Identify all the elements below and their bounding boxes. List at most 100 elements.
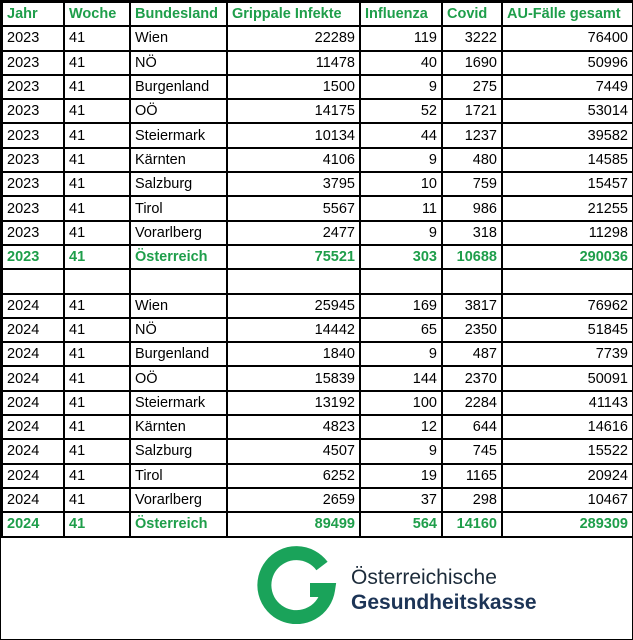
- table-cell: 303: [359, 243, 443, 271]
- table-cell: NÖ: [129, 316, 228, 344]
- table-cell: 15839: [226, 365, 361, 392]
- table-row: 2023 41 Wien 22289 119 3222 76400: [1, 25, 633, 52]
- table-cell: 12: [359, 414, 443, 441]
- table-cell: NÖ: [129, 49, 228, 76]
- table-cell: 9: [359, 146, 443, 174]
- table-cell: 14585: [501, 146, 633, 174]
- table-row: 2023 41 Steiermark 10134 44 1237 39582: [1, 122, 633, 149]
- table-cell: 41: [63, 389, 131, 417]
- table-row: 2024 41 Wien 25945 169 3817 76962: [1, 292, 633, 319]
- table-cell: 75521: [226, 243, 361, 271]
- table-cell: 19: [359, 462, 443, 489]
- table-cell: 41: [63, 25, 131, 52]
- table-cell: 169: [359, 292, 443, 319]
- table-cell: 10467: [501, 486, 633, 514]
- table-row: 2023 41 OÖ 14175 52 1721 53014: [1, 98, 633, 125]
- table-row: 2023 41 Salzburg 3795 10 759 15457: [1, 171, 633, 198]
- table-cell: 41: [63, 511, 131, 538]
- table-cell: 13192: [226, 389, 361, 417]
- table-cell: Woche: [63, 0, 131, 28]
- table-row: 2024 41 OÖ 15839 144 2370 50091: [1, 365, 633, 392]
- table-cell: 2023: [1, 122, 65, 149]
- table-cell: 41: [63, 219, 131, 246]
- table-cell: Steiermark: [129, 122, 228, 149]
- table-cell: 41: [63, 146, 131, 174]
- table-cell: Burgenland: [129, 73, 228, 101]
- table-cell: [226, 268, 361, 295]
- table-cell: [501, 268, 633, 295]
- table-cell: Influenza: [359, 0, 443, 28]
- table-cell: 41: [63, 365, 131, 392]
- table-cell: 100: [359, 389, 443, 417]
- table-cell: 22289: [226, 25, 361, 52]
- table-cell: 144: [359, 365, 443, 392]
- table-cell: Wien: [129, 25, 228, 52]
- table-cell: 14442: [226, 316, 361, 344]
- table-cell: 2023: [1, 195, 65, 222]
- table-cell: 39582: [501, 122, 633, 149]
- table-row: 2024 41 Tirol 6252 19 1165 20924: [1, 462, 633, 489]
- table-cell: Österreich: [129, 243, 228, 271]
- table-cell: Grippale Infekte: [226, 0, 361, 28]
- table-cell: 119: [359, 25, 443, 52]
- table-cell: 14616: [501, 414, 633, 441]
- table-cell: Salzburg: [129, 171, 228, 198]
- table-cell: 2024: [1, 486, 65, 514]
- table-cell: 41: [63, 316, 131, 344]
- table-cell: 11478: [226, 49, 361, 76]
- table-cell: 290036: [501, 243, 633, 271]
- table-cell: Jahr: [1, 0, 65, 28]
- table-row: 2024 41 Salzburg 4507 9 745 15522: [1, 438, 633, 465]
- table-cell: 7449: [501, 73, 633, 101]
- table-cell: 986: [441, 195, 503, 222]
- table-cell: OÖ: [129, 365, 228, 392]
- table-cell: 2024: [1, 462, 65, 489]
- table-cell: [1, 268, 65, 295]
- table-cell: Salzburg: [129, 438, 228, 465]
- table-cell: 2024: [1, 414, 65, 441]
- table-cell: 37: [359, 486, 443, 514]
- table-cell: [359, 268, 443, 295]
- table-cell: 41: [63, 171, 131, 198]
- table-cell: Österreich: [129, 511, 228, 538]
- table-cell: 1721: [441, 98, 503, 125]
- table-cell: 2023: [1, 49, 65, 76]
- table-cell: 1500: [226, 73, 361, 101]
- table-cell: 40: [359, 49, 443, 76]
- table-cell: 89499: [226, 511, 361, 538]
- table-cell: 10: [359, 171, 443, 198]
- table-cell: Kärnten: [129, 414, 228, 441]
- table-cell: Vorarlberg: [129, 486, 228, 514]
- table-cell: 275: [441, 73, 503, 101]
- table-cell: 2659: [226, 486, 361, 514]
- table-cell: 564: [359, 511, 443, 538]
- table-cell: 41: [63, 73, 131, 101]
- table-cell: OÖ: [129, 98, 228, 125]
- logo-text: Gesundheitskasse: [351, 591, 537, 614]
- table-row: 2024 41 Kärnten 4823 12 644 14616: [1, 414, 633, 441]
- table-row: 2024 41 Vorarlberg 2659 37 298 10467: [1, 486, 633, 514]
- table-cell: 53014: [501, 98, 633, 125]
- table-cell: 41143: [501, 389, 633, 417]
- data-table: Jahr Woche Bundesland Grippale Infekte Influ…: [1, 0, 633, 538]
- table-cell: 318: [441, 219, 503, 246]
- table-cell: Kärnten: [129, 146, 228, 174]
- table-cell: 50996: [501, 49, 633, 76]
- table-cell: 41: [63, 98, 131, 125]
- table-cell: 2023: [1, 243, 65, 271]
- table-row: [1, 268, 633, 295]
- table-cell: 65: [359, 316, 443, 344]
- table-cell: 2024: [1, 365, 65, 392]
- table-cell: 50091: [501, 365, 633, 392]
- table-cell: Tirol: [129, 195, 228, 222]
- table-cell: 9: [359, 438, 443, 465]
- table-cell: 11: [359, 195, 443, 222]
- table-cell: 2023: [1, 171, 65, 198]
- table-cell: 7739: [501, 341, 633, 368]
- table-cell: 52: [359, 98, 443, 125]
- table-cell: 2023: [1, 73, 65, 101]
- table-cell: 76400: [501, 25, 633, 52]
- table-cell: 298: [441, 486, 503, 514]
- table-row: 2023 41 Vorarlberg 2477 9 318 11298: [1, 219, 633, 246]
- table-cell: 9: [359, 219, 443, 246]
